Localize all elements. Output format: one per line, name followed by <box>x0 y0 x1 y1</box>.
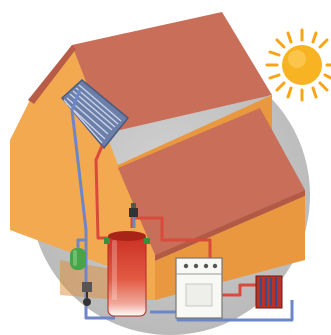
wing-roof <box>118 108 305 255</box>
water-tank-icon <box>104 231 150 317</box>
expansion-vessel-icon <box>70 248 86 270</box>
sun-icon <box>265 28 331 102</box>
cold-pipe-collector <box>70 89 115 320</box>
hot-pipe-boiler <box>130 216 212 262</box>
hot-pipe-radiator <box>220 283 258 297</box>
radiator-icon <box>255 275 283 309</box>
cold-pipe-radiator <box>150 300 294 322</box>
pump-icon <box>82 282 92 306</box>
valve-icon <box>129 203 138 217</box>
boiler-icon <box>175 257 223 319</box>
